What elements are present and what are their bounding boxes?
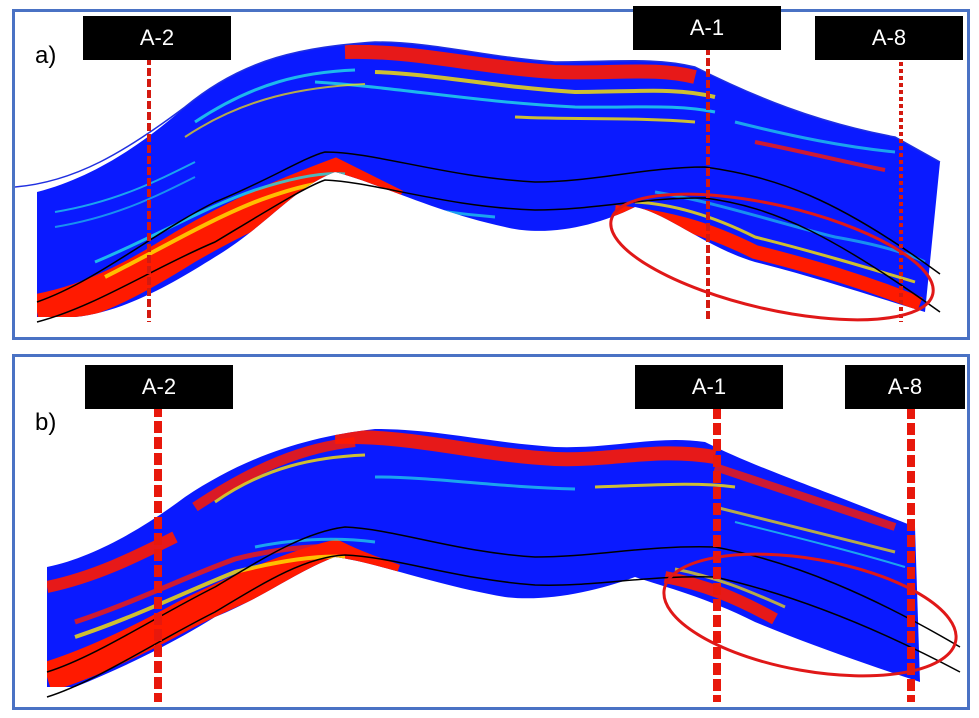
- horizon-top-a: [36, 151, 941, 303]
- well-tag-a1: A-1: [633, 6, 781, 50]
- panel-label: b): [35, 409, 57, 436]
- panel-a: a) A-2 A-1 A-8: [12, 6, 970, 340]
- panel-b: b) A-2 A-1 A-8: [12, 354, 970, 710]
- section-fill-b: [47, 429, 920, 687]
- well-tag-a2: A-2: [85, 365, 233, 409]
- highlight-ellipse-b: [662, 552, 958, 678]
- well-tag-a8: A-8: [815, 16, 963, 60]
- horizon-base-a: [36, 179, 941, 323]
- seismic-section-b: [46, 405, 961, 702]
- well-tag-a1: A-1: [635, 365, 783, 409]
- highlight-ellipse-a: [609, 192, 935, 322]
- horizon-surface-a: [15, 41, 941, 188]
- panel-label: a): [35, 42, 57, 69]
- horizon-top-b: [46, 526, 961, 673]
- horizon-base-b: [46, 554, 961, 698]
- well-tag-a2: A-2: [83, 16, 231, 60]
- well-tag-a8: A-8: [845, 365, 965, 409]
- seismic-section-a: [15, 41, 941, 323]
